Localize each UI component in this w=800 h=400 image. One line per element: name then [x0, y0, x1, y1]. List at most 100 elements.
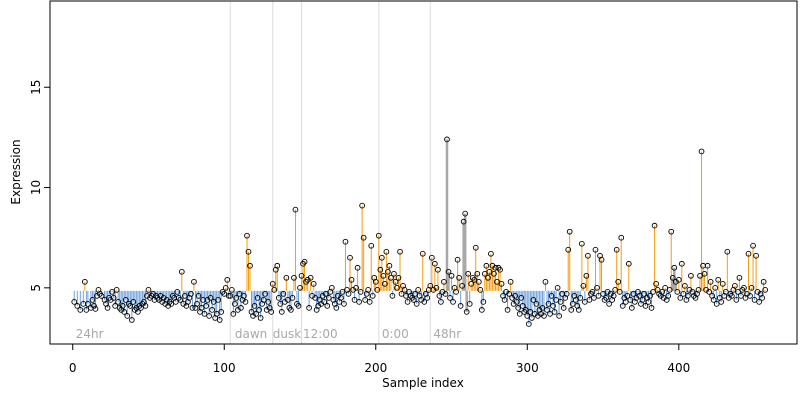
data-point	[81, 278, 88, 285]
data-point	[438, 299, 444, 305]
data-point	[586, 297, 593, 303]
data-point	[145, 286, 152, 293]
y-tick-label: 10	[29, 180, 43, 195]
data-point	[177, 297, 184, 303]
data-point	[472, 244, 479, 251]
data-point	[582, 299, 588, 305]
data-point	[722, 288, 729, 295]
data-point	[486, 268, 493, 275]
data-point	[477, 286, 484, 293]
data-point	[295, 303, 302, 309]
data-point	[585, 252, 591, 259]
data-point	[556, 313, 562, 319]
data-point	[228, 286, 235, 293]
data-point	[512, 293, 519, 299]
data-point	[124, 313, 131, 319]
data-point	[209, 307, 215, 313]
data-point	[603, 295, 609, 301]
data-point	[85, 301, 91, 307]
data-point	[492, 264, 499, 271]
data-point	[394, 284, 400, 291]
data-point	[324, 303, 331, 309]
data-point	[269, 280, 276, 287]
data-point	[432, 260, 438, 267]
data-point	[401, 286, 408, 293]
data-point	[480, 299, 487, 305]
data-point	[636, 293, 643, 299]
data-point	[471, 276, 478, 283]
data-point	[310, 280, 317, 287]
data-point	[671, 264, 678, 271]
data-point	[206, 313, 212, 319]
data-point	[516, 311, 523, 317]
data-point	[456, 274, 462, 281]
data-point	[368, 242, 375, 249]
data-point	[378, 254, 385, 261]
data-point	[341, 301, 347, 307]
data-point	[488, 250, 494, 257]
data-point	[433, 284, 440, 291]
data-point	[735, 288, 741, 295]
data-point	[424, 295, 431, 301]
x-axis-title: Sample index	[382, 376, 464, 390]
data-point	[195, 293, 202, 299]
data-point	[448, 272, 455, 279]
data-point	[436, 293, 443, 299]
data-point	[575, 307, 582, 313]
data-point	[669, 274, 676, 281]
data-point	[736, 274, 743, 281]
data-point	[618, 234, 625, 241]
data-point	[615, 278, 622, 285]
data-point	[442, 291, 449, 297]
data-point	[115, 299, 122, 305]
data-point	[265, 299, 272, 305]
data-point	[236, 291, 243, 297]
data-point	[622, 299, 629, 305]
data-point	[386, 262, 393, 269]
data-point	[307, 274, 314, 281]
region-label: dawn	[235, 327, 267, 341]
data-point	[89, 297, 96, 303]
data-point	[374, 286, 381, 293]
data-point	[613, 246, 620, 253]
data-point	[413, 301, 420, 307]
data-point	[91, 303, 97, 309]
data-point	[553, 297, 559, 303]
data-point	[419, 250, 426, 257]
data-point	[130, 299, 137, 305]
data-point	[77, 307, 84, 313]
data-point	[668, 228, 675, 235]
data-point	[525, 321, 532, 327]
data-point	[748, 284, 755, 291]
data-point	[491, 270, 497, 277]
data-point	[653, 280, 659, 287]
data-point	[391, 270, 397, 277]
data-point	[751, 297, 758, 303]
data-point	[357, 288, 364, 295]
data-point	[497, 266, 503, 273]
data-point	[321, 299, 328, 305]
data-point	[427, 282, 434, 289]
data-point	[592, 246, 599, 253]
data-point	[454, 256, 461, 263]
data-point	[745, 250, 752, 257]
data-point	[253, 311, 259, 317]
data-point	[198, 305, 205, 311]
data-point	[112, 303, 119, 309]
data-point	[292, 206, 299, 213]
data-point	[738, 293, 744, 299]
data-point	[724, 248, 731, 255]
data-point	[594, 284, 600, 291]
data-point	[447, 295, 453, 301]
data-point	[625, 260, 632, 267]
data-point	[583, 272, 590, 279]
data-point	[710, 297, 717, 303]
data-point	[297, 284, 303, 291]
data-point	[247, 262, 253, 269]
data-point	[674, 288, 681, 295]
data-point	[750, 242, 756, 249]
data-point	[353, 284, 359, 291]
data-point	[362, 297, 369, 303]
data-point	[210, 299, 217, 305]
data-point	[616, 288, 623, 295]
